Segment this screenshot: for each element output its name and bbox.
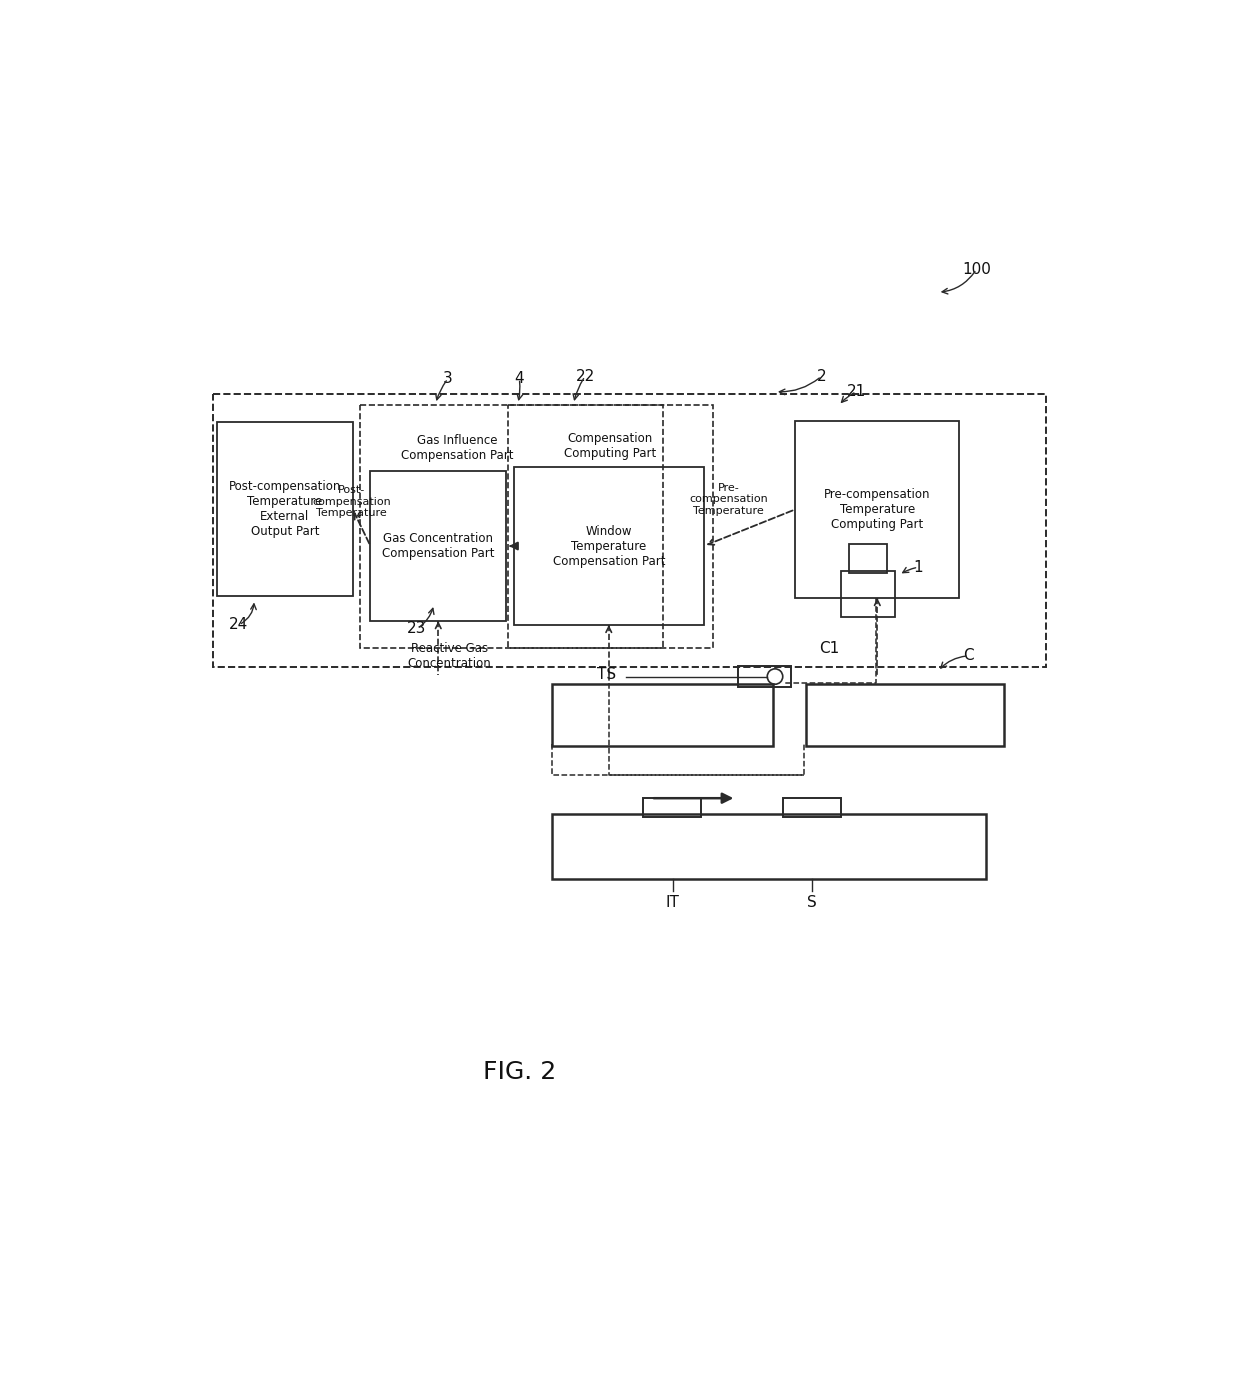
Bar xyxy=(371,471,506,621)
Bar xyxy=(513,467,704,626)
Text: 24: 24 xyxy=(229,617,248,632)
Bar xyxy=(782,798,841,817)
Text: 21: 21 xyxy=(847,384,866,399)
Bar xyxy=(848,543,888,573)
Bar xyxy=(795,421,960,598)
Text: 2: 2 xyxy=(817,368,826,384)
Bar xyxy=(738,666,791,687)
Text: FIG. 2: FIG. 2 xyxy=(482,1059,556,1084)
Text: Post-
compensation
Temperature: Post- compensation Temperature xyxy=(312,485,392,518)
Bar xyxy=(552,813,986,878)
Text: Gas Influence
Compensation Part: Gas Influence Compensation Part xyxy=(401,434,513,461)
Text: Post-compensation
Temperature
External
Output Part: Post-compensation Temperature External O… xyxy=(228,480,341,538)
Text: 23: 23 xyxy=(407,621,427,637)
Text: IT: IT xyxy=(666,895,680,909)
Text: 1: 1 xyxy=(914,560,924,574)
Text: C1: C1 xyxy=(820,641,839,656)
Bar xyxy=(841,571,895,617)
Bar xyxy=(213,393,1047,667)
Bar xyxy=(507,406,713,648)
Text: Pre-
compensation
Temperature: Pre- compensation Temperature xyxy=(689,482,768,516)
Bar xyxy=(217,423,352,596)
Text: Gas Concentration
Compensation Part: Gas Concentration Compensation Part xyxy=(382,532,495,560)
Text: 100: 100 xyxy=(962,261,991,277)
Text: Compensation
Computing Part: Compensation Computing Part xyxy=(564,431,656,460)
Bar xyxy=(361,406,662,648)
Text: S: S xyxy=(807,895,817,909)
Text: 4: 4 xyxy=(515,371,525,386)
Text: Window
Temperature
Compensation Part: Window Temperature Compensation Part xyxy=(553,524,665,567)
Text: TS: TS xyxy=(596,667,616,682)
Text: Pre-compensation
Temperature
Computing Part: Pre-compensation Temperature Computing P… xyxy=(825,488,930,531)
Bar xyxy=(552,684,773,746)
Bar xyxy=(806,684,1003,746)
Bar xyxy=(644,798,702,817)
Text: C: C xyxy=(963,648,975,663)
Text: 22: 22 xyxy=(575,368,595,384)
Text: Reactive Gas
Concentration: Reactive Gas Concentration xyxy=(408,642,491,670)
Text: 3: 3 xyxy=(443,371,453,386)
